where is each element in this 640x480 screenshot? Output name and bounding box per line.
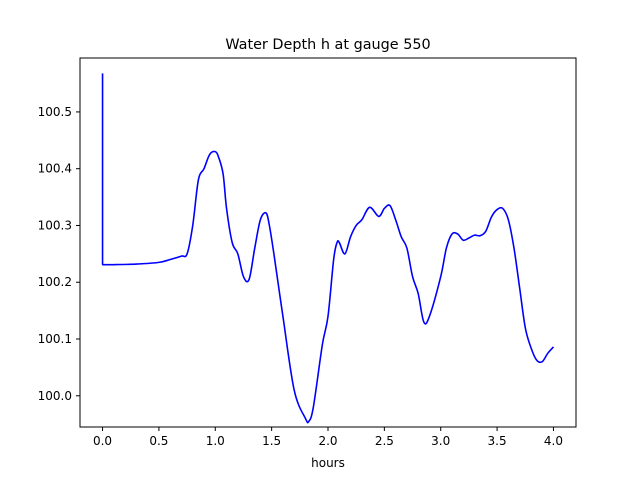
y-tick-label: 100.4: [38, 162, 72, 176]
series-line-0: [101, 73, 555, 424]
x-tick-label: 3.5: [488, 434, 507, 448]
y-axis: 100.0 100.1 100.2 100.3 100.4 100.5: [38, 105, 80, 403]
y-tick-label: 100.0: [38, 389, 72, 403]
x-tick-label: 4.0: [544, 434, 563, 448]
y-tick-label: 100.2: [38, 275, 72, 289]
chart-title: Water Depth h at gauge 550: [225, 37, 430, 53]
y-tick-label: 100.3: [38, 218, 72, 232]
x-tick-label: 1.5: [262, 434, 281, 448]
y-tick-label: 100.5: [38, 105, 72, 119]
x-tick-label: 0.0: [93, 434, 112, 448]
x-tick-label: 3.0: [431, 434, 450, 448]
plot-area: [101, 73, 555, 424]
x-tick-label: 1.0: [206, 434, 225, 448]
x-tick-label: 2.5: [375, 434, 394, 448]
x-tick-label: 0.5: [149, 434, 168, 448]
axes-frame: [79, 57, 577, 428]
x-tick-label: 2.0: [318, 434, 337, 448]
x-axis: 0.0 0.5 1.0 1.5 2.0 2.5 3.0 3.5 4.0: [93, 427, 563, 448]
x-axis-label: hours: [311, 456, 345, 470]
y-tick-label: 100.1: [38, 332, 72, 346]
